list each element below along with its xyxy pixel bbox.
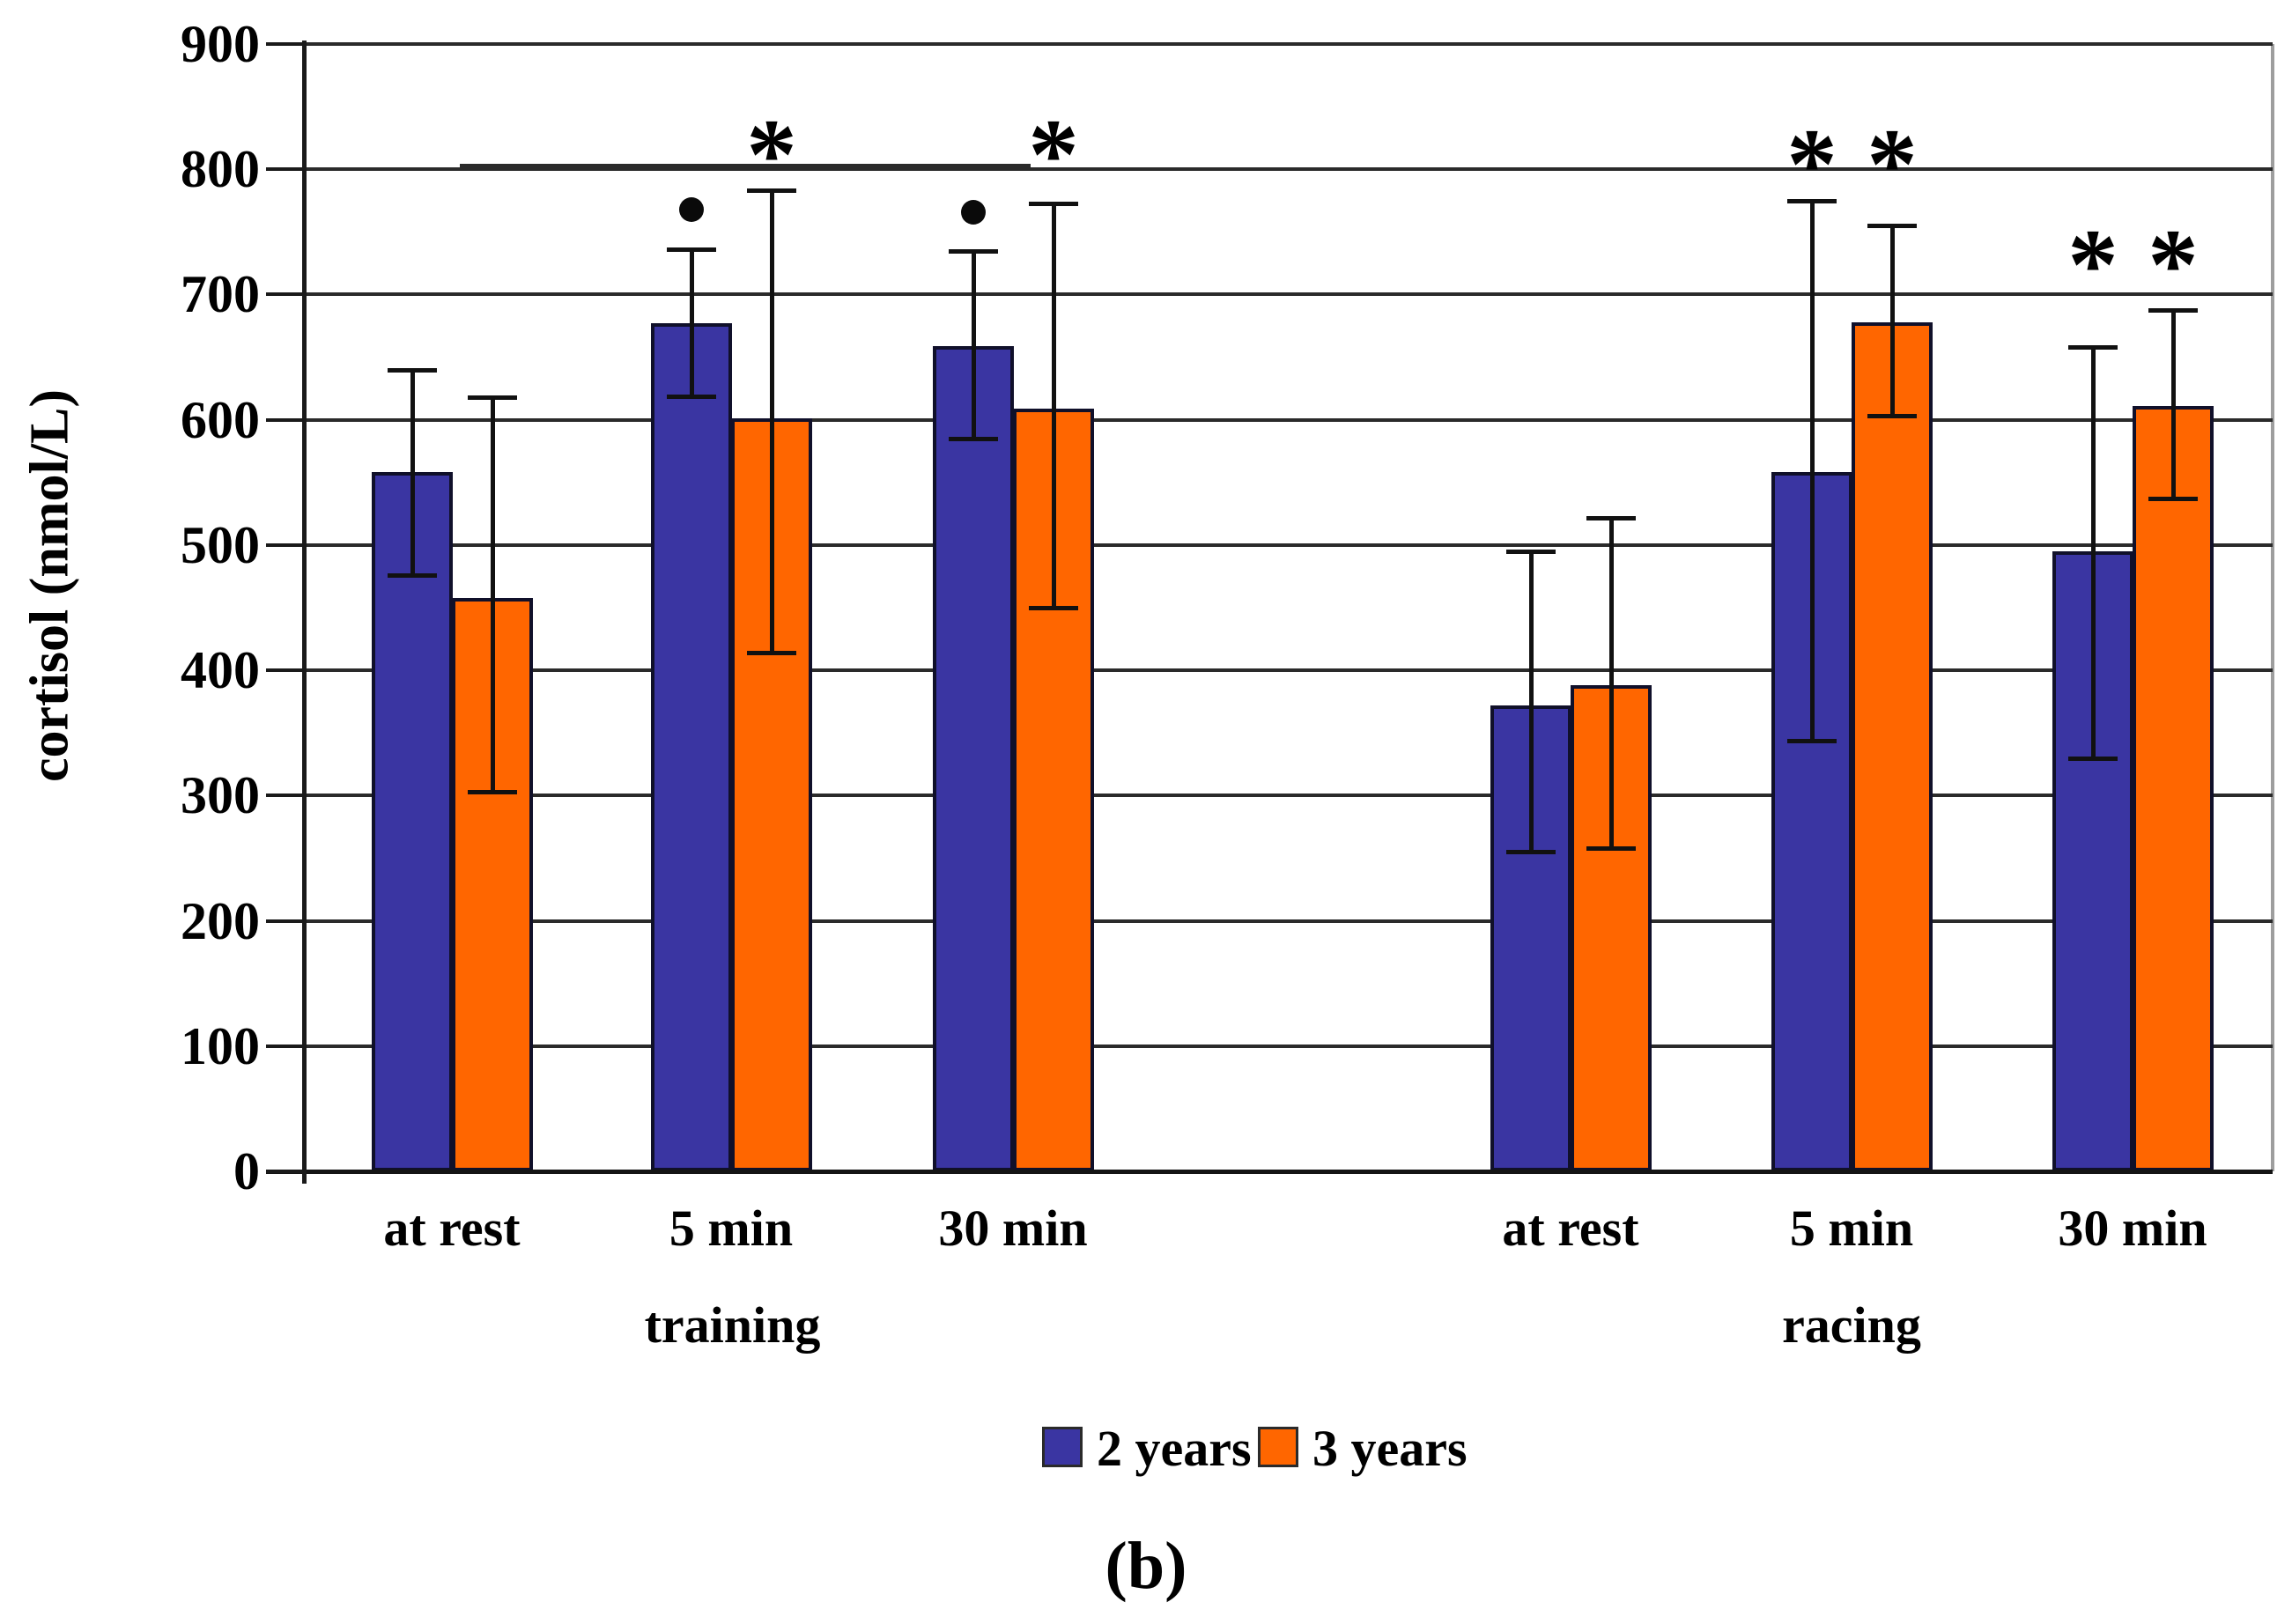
gridline-200 (304, 919, 2273, 923)
error-bar (770, 190, 774, 653)
error-bar-cap-top (1787, 198, 1837, 203)
error-bar (2171, 309, 2176, 499)
y-tick-400 (266, 668, 304, 673)
asterisk-marker: * (2067, 208, 2118, 321)
error-bar (410, 369, 415, 575)
legend-swatch-3-years (1258, 1427, 1298, 1467)
asterisk-marker: * (1867, 107, 1918, 220)
error-bar (972, 250, 976, 439)
y-tick-label-400: 400 (181, 641, 260, 700)
error-bar (491, 397, 495, 793)
y-axis-line (302, 41, 307, 1184)
legend-label-2-years: 2 years (1097, 1420, 1252, 1477)
error-bar (690, 249, 694, 396)
y-tick-100 (266, 1044, 304, 1048)
bullet-marker (679, 196, 704, 222)
gridline-600 (304, 417, 2273, 422)
gridline-300 (304, 794, 2273, 798)
error-bar-cap-bottom (949, 437, 998, 441)
x-section-label-racing: racing (1782, 1296, 1921, 1354)
error-bar-cap-top (388, 367, 437, 373)
bar-3-years-5-min-racing (1852, 321, 1933, 1171)
x-category-label-racing-at-rest: at rest (1502, 1200, 1639, 1257)
error-bar-cap-bottom (747, 651, 796, 656)
legend-label-3-years: 3 years (1312, 1420, 1468, 1477)
gridline-500 (304, 543, 2273, 547)
error-bar (1052, 203, 1056, 608)
error-bar-cap-top (747, 188, 796, 194)
error-bar-cap-bottom (2068, 756, 2118, 761)
error-bar-cap-top (1586, 515, 1636, 520)
y-tick-label-200: 200 (181, 891, 260, 950)
error-bar-cap-top (667, 247, 716, 253)
plot-right-border (2271, 44, 2274, 1171)
legend-swatch-2-years (1042, 1427, 1083, 1467)
asterisk-marker: * (746, 98, 797, 210)
y-axis-title: cortisol (nmol/L) (19, 389, 80, 782)
y-tick-label-800: 800 (181, 140, 260, 199)
asterisk-marker: * (1028, 98, 1079, 210)
y-tick-label-500: 500 (181, 515, 260, 574)
y-tick-label-100: 100 (181, 1016, 260, 1075)
y-tick-900 (266, 42, 304, 46)
x-category-label-training-30-min: 30 min (938, 1200, 1088, 1257)
y-tick-300 (266, 794, 304, 798)
asterisk-marker: * (1786, 107, 1837, 220)
y-tick-label-700: 700 (181, 265, 260, 324)
x-axis-baseline (266, 1170, 2273, 1174)
error-bar-cap-bottom (468, 790, 517, 795)
error-bar-cap-top (949, 248, 998, 254)
error-bar-cap-bottom (1029, 606, 1078, 610)
figure-caption: (b) (1105, 1529, 1187, 1603)
bar-2-years-at-rest-training (372, 472, 453, 1171)
y-tick-label-0: 0 (233, 1142, 260, 1200)
y-tick-label-900: 900 (181, 15, 260, 73)
error-bar-cap-bottom (1586, 846, 1636, 852)
error-bar (2091, 347, 2096, 758)
error-bar-cap-bottom (667, 394, 716, 399)
error-bar-cap-top (1506, 550, 1556, 554)
gridline-100 (304, 1044, 2273, 1048)
y-tick-500 (266, 543, 304, 547)
x-category-label-training-5-min: 5 min (669, 1200, 794, 1257)
gridline-700 (304, 292, 2273, 297)
error-bar (1529, 551, 1534, 853)
x-section-label-training: training (644, 1296, 821, 1354)
bar-2-years-30-min-training (933, 345, 1014, 1171)
x-category-label-racing-5-min: 5 min (1789, 1200, 1914, 1257)
x-category-label-training-at-rest: at rest (383, 1200, 521, 1257)
significance-bracket (460, 163, 1031, 167)
y-tick-label-300: 300 (181, 766, 260, 825)
bar-3-years-30-min-racing (2133, 406, 2214, 1171)
y-tick-0 (266, 1170, 304, 1173)
error-bar (1890, 225, 1895, 417)
error-bar (1609, 517, 1614, 849)
error-bar-cap-bottom (2148, 497, 2198, 502)
y-tick-700 (266, 292, 304, 297)
gridline-900 (304, 42, 2273, 46)
error-bar-cap-top (2148, 307, 2198, 313)
error-bar-cap-top (1867, 224, 1917, 229)
error-bar-cap-bottom (1787, 738, 1837, 743)
y-tick-800 (266, 167, 304, 172)
gridline-400 (304, 668, 2273, 673)
y-tick-200 (266, 919, 304, 923)
error-bar-cap-bottom (1506, 850, 1556, 855)
asterisk-marker: * (2148, 208, 2199, 321)
x-category-label-racing-30-min: 30 min (2058, 1200, 2207, 1257)
error-bar (1810, 200, 1815, 741)
error-bar-cap-top (2068, 345, 2118, 351)
error-bar-cap-top (468, 395, 517, 401)
gridline-800 (304, 167, 2273, 172)
error-bar-cap-bottom (1867, 414, 1917, 419)
y-tick-label-600: 600 (181, 390, 260, 449)
y-tick-600 (266, 417, 304, 422)
error-bar-cap-top (1029, 201, 1078, 206)
bullet-marker (961, 199, 986, 225)
bar-2-years-5-min-training (651, 323, 732, 1171)
legend: 2 years 3 years (0, 1420, 2292, 1481)
error-bar-cap-bottom (388, 573, 437, 579)
